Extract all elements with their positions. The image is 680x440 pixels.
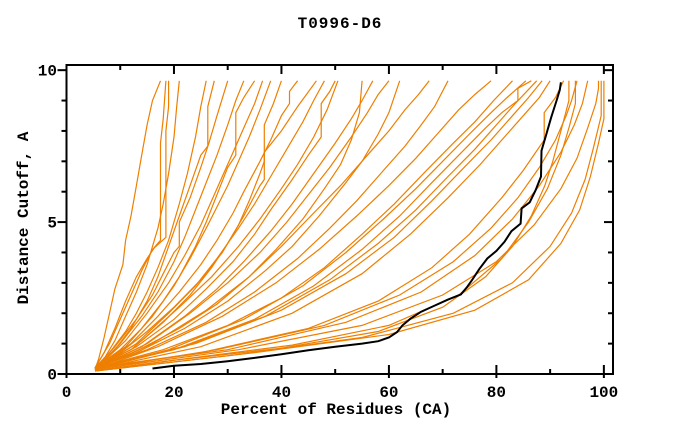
model-curve (94, 80, 162, 370)
model-curve (94, 80, 272, 369)
model-curve (94, 80, 401, 369)
chart-title: T0996-D6 (297, 15, 383, 33)
model-curve (94, 80, 538, 370)
y-tick-label: 10 (38, 63, 57, 81)
model-curve (94, 80, 229, 369)
y-tick-label: 0 (47, 367, 57, 385)
model-curve (94, 80, 527, 370)
model-curve (94, 80, 336, 369)
model-curve (94, 80, 577, 371)
model-curve (94, 80, 430, 370)
plot-border (65, 64, 614, 375)
x-tick-label: 100 (589, 384, 618, 402)
x-tick-label: 20 (164, 384, 183, 402)
x-axis-label: Percent of Residues (CA) (220, 401, 452, 419)
model-curve (94, 80, 299, 370)
model-curve (94, 80, 374, 369)
model-curve (94, 80, 565, 369)
y-tick-label: 5 (47, 215, 57, 233)
model-curve (94, 80, 449, 369)
model-curve (94, 80, 167, 369)
model-curve (94, 80, 207, 369)
x-tick-label: 0 (62, 384, 72, 402)
highlight-curve (152, 82, 562, 370)
model-curve (94, 80, 215, 370)
model-curve (94, 80, 600, 370)
model-curve (94, 80, 513, 369)
x-tick-label: 40 (272, 384, 291, 402)
model-curve (94, 80, 170, 369)
model-curve (94, 80, 180, 370)
model-curve (94, 80, 551, 370)
model-curve (94, 80, 390, 370)
model-curve (94, 80, 578, 370)
model-curve (94, 80, 543, 369)
model-curve (94, 80, 325, 370)
model-curve (94, 80, 589, 369)
model-curve (94, 80, 492, 370)
x-tick-label: 80 (487, 384, 506, 402)
model-curve (94, 80, 264, 370)
model-curve (94, 80, 245, 370)
model-curve (94, 80, 339, 370)
model-curve (94, 80, 605, 372)
x-tick-label: 60 (379, 384, 398, 402)
